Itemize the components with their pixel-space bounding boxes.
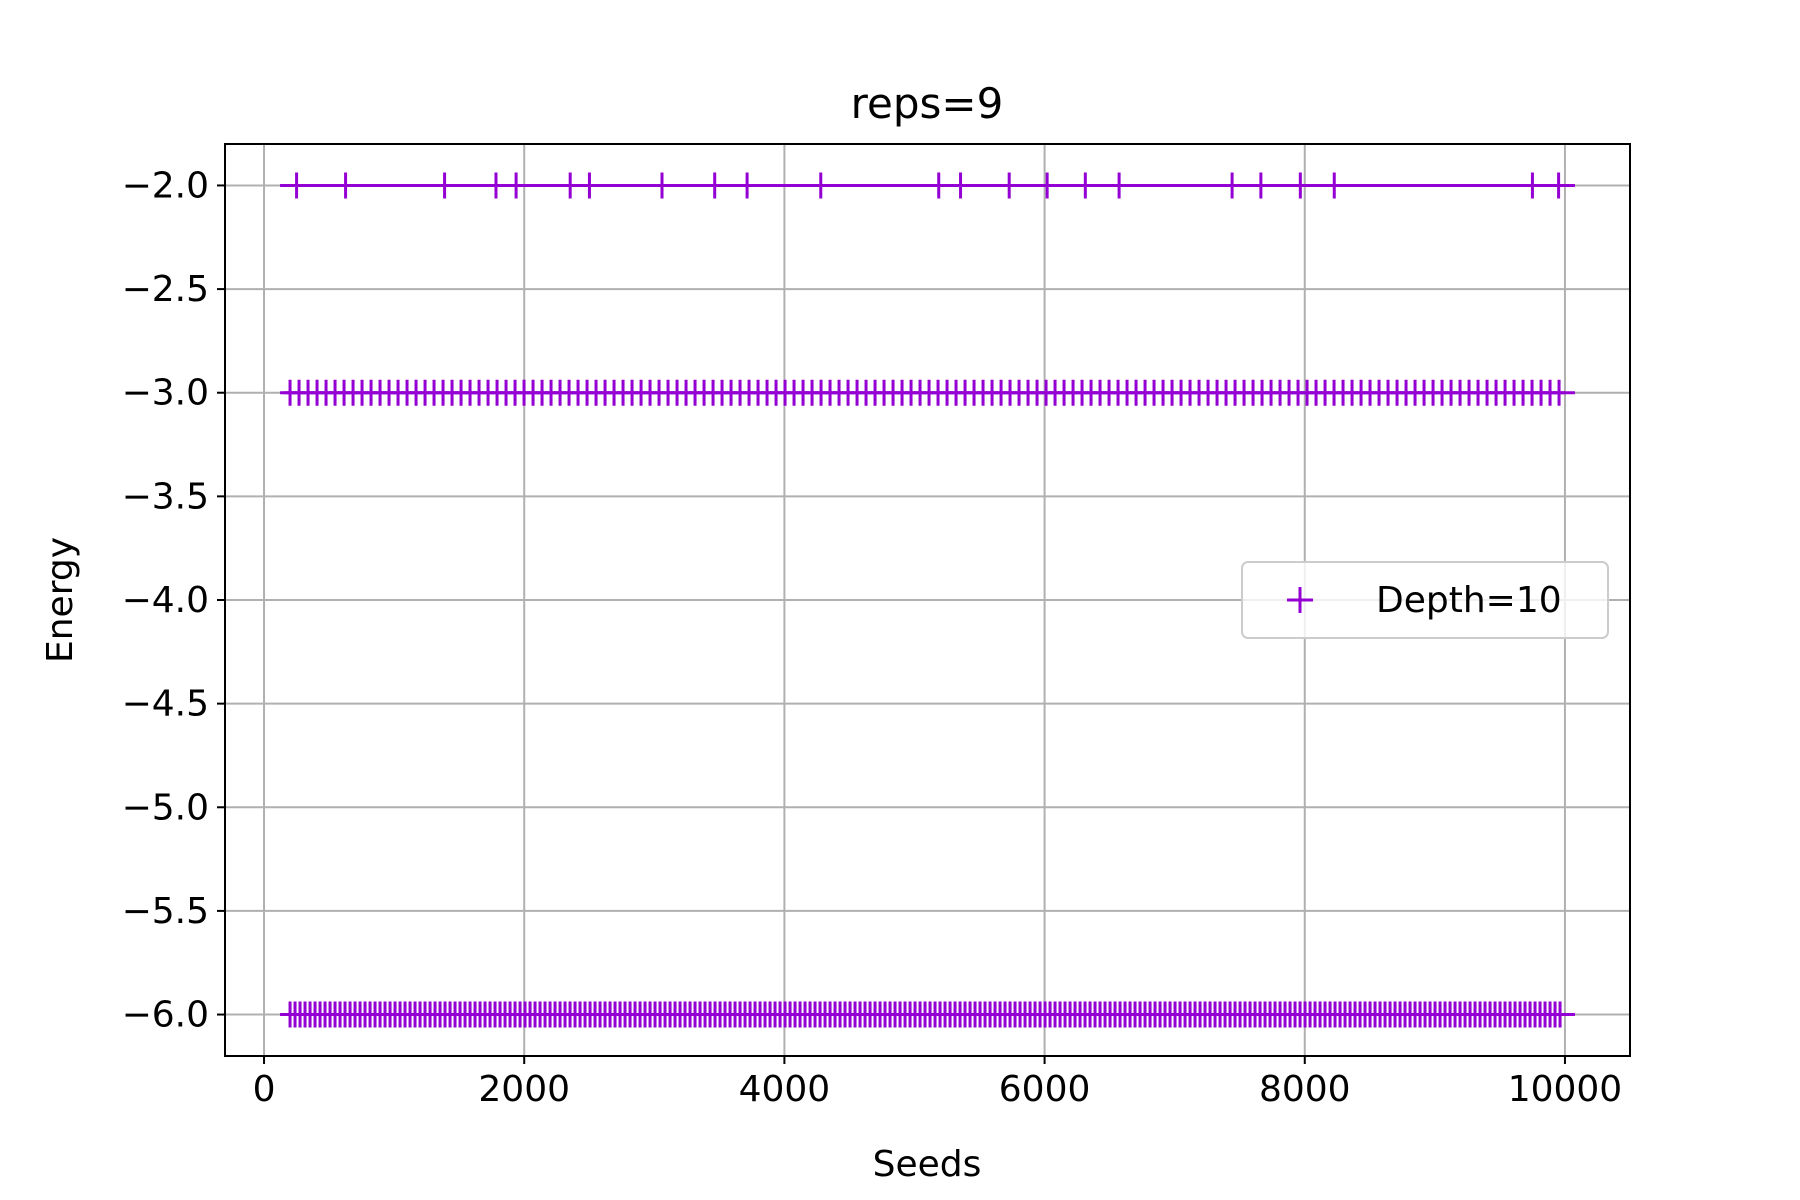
y-tick-label: −6.0 [122,995,209,1036]
data-point [741,172,754,199]
data-point [1113,172,1126,199]
data-point [932,172,945,199]
y-tick-label: −5.5 [122,891,209,932]
chart-title: reps=9 [851,79,1004,128]
x-tick-label: 4000 [739,1069,831,1110]
x-axis-label: Seeds [873,1144,982,1185]
data-point [510,172,523,199]
y-tick-label: −4.5 [122,684,209,725]
y-tick-label: −3.0 [122,373,209,414]
data-point [1328,172,1341,199]
data-point [1079,172,1092,199]
data-point [1041,172,1054,199]
data-point [1554,1001,1567,1028]
y-tick-label: −2.0 [122,165,209,206]
y-axis-label: Energy [40,537,81,663]
data-point [564,172,577,199]
plot-data [280,172,1575,1028]
x-tick-label: 8000 [1259,1069,1351,1110]
data-point [1003,172,1016,199]
legend: Depth=10 [1241,561,1609,639]
y-tick-label: −5.0 [122,787,209,828]
legend-plus-marker [1287,587,1313,613]
legend-box [1241,561,1609,639]
data-point [1254,172,1267,199]
data-point [290,172,303,199]
energy-level-6 [280,1001,1575,1028]
data-point [1552,172,1565,199]
data-point [1226,172,1239,199]
data-point [708,172,721,199]
data-point [489,172,502,199]
axis-ticks: 0 2000 4000 6000 8000 10000 −2.0 −2.5 −3.0 −3.5 −4… [122,165,1623,1110]
y-tick-label: −2.5 [122,269,209,310]
energy-level-2 [280,172,1575,199]
data-point [954,172,967,199]
data-point [1294,172,1307,199]
data-point [1553,379,1566,406]
y-tick-label: −4.0 [122,580,209,621]
legend-series-name: Depth=10 [1376,580,1562,621]
data-point [655,172,668,199]
data-point [814,172,827,199]
x-tick-label: 10000 [1508,1069,1623,1110]
data-point [438,172,451,199]
x-tick-label: 6000 [999,1069,1091,1110]
energy-level-3 [280,379,1575,406]
x-tick-label: 0 [253,1069,276,1110]
x-tick-label: 2000 [478,1069,570,1110]
data-point [1526,172,1539,199]
data-point [339,172,352,199]
y-tick-label: −3.5 [122,476,209,517]
data-point [583,172,596,199]
